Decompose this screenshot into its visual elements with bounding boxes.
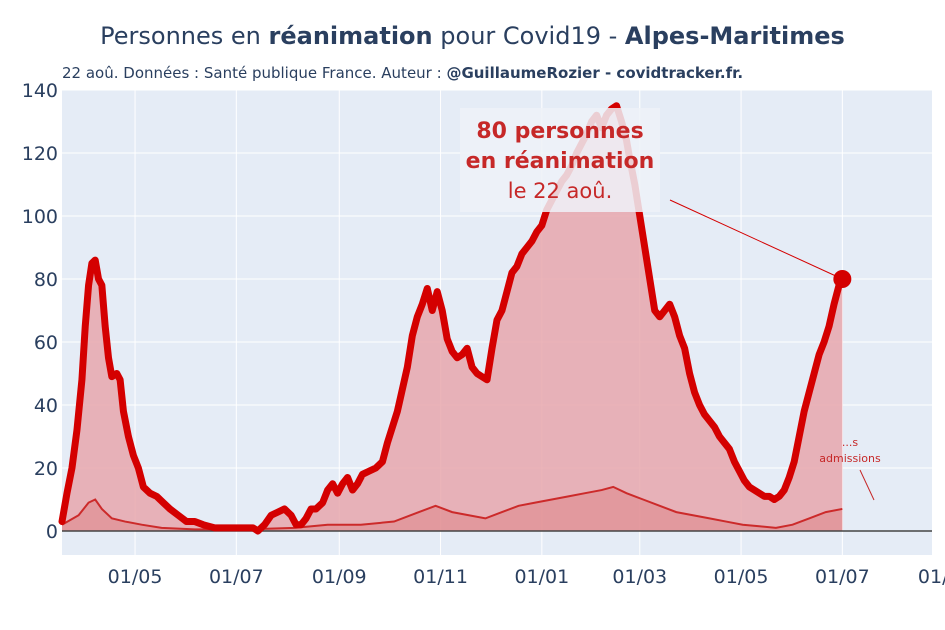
y-tick-label: 100 bbox=[22, 206, 58, 228]
y-tick-labels: 0 20 40 60 80 100 120 140 bbox=[22, 80, 58, 543]
admissions-line bbox=[61, 485, 843, 531]
admissions-label-1: ...s bbox=[842, 436, 858, 449]
title-bold-reanimation: réanimation bbox=[268, 22, 433, 50]
admissions-area bbox=[62, 486, 843, 531]
y-tick-label: 140 bbox=[22, 80, 58, 102]
x-tick-label: 01/05 bbox=[714, 566, 769, 588]
y-tick-label: 0 bbox=[46, 521, 58, 543]
y-tick-label: 60 bbox=[34, 332, 58, 354]
annotation-line1: 80 personnes bbox=[476, 119, 643, 144]
series-marks bbox=[58, 102, 932, 535]
chart-subtitle: 22 aoû. Données : Santé publique France.… bbox=[62, 64, 743, 82]
admissions-label-2: admissions bbox=[819, 452, 881, 465]
chart-title: Personnes en réanimation pour Covid19 - … bbox=[0, 22, 945, 50]
last-point-marker bbox=[833, 270, 852, 288]
admissions-pointer bbox=[859, 469, 875, 501]
title-bold-region: Alpes-Maritimes bbox=[624, 22, 845, 50]
x-tick-labels: 01/05 01/07 01/09 01/11 01/01 01/03 01/05 01/07… bbox=[108, 566, 945, 588]
title-mid: pour Covid19 - bbox=[432, 22, 625, 50]
annotation-group: 80 personnes en réanimation le 22 aoû. ...s… bbox=[460, 108, 881, 501]
annotation-arrow bbox=[669, 199, 843, 280]
x-tick-label: 01/01 bbox=[514, 566, 569, 588]
x-tick-label: 01/09 bbox=[312, 566, 367, 588]
x-tick-label: 01/07 bbox=[815, 566, 870, 588]
icu-area-fill bbox=[62, 105, 843, 531]
x-tick-label: 01/03 bbox=[612, 566, 667, 588]
annotation-line3: le 22 aoû. bbox=[508, 179, 613, 203]
x-tick-label: 01/05 bbox=[108, 566, 163, 588]
y-tick-label: 80 bbox=[34, 269, 58, 291]
icu-line bbox=[58, 102, 846, 535]
subtitle-author: @GuillaumeRozier - covidtracker.fr. bbox=[446, 64, 744, 82]
annotation-line2: en réanimation bbox=[466, 149, 655, 174]
x-tick-label: 01/07 bbox=[209, 566, 264, 588]
y-tick-label: 120 bbox=[22, 143, 58, 165]
title-prefix: Personnes en bbox=[100, 22, 269, 50]
y-tick-label: 40 bbox=[34, 395, 58, 417]
subtitle-prefix: 22 aoû. Données : Santé publique France.… bbox=[62, 64, 447, 82]
annotation-box bbox=[460, 108, 660, 212]
x-tick-label: 01/11 bbox=[413, 566, 468, 588]
y-tick-label: 20 bbox=[34, 458, 58, 480]
x-tick-label: 01/09 bbox=[918, 566, 945, 588]
